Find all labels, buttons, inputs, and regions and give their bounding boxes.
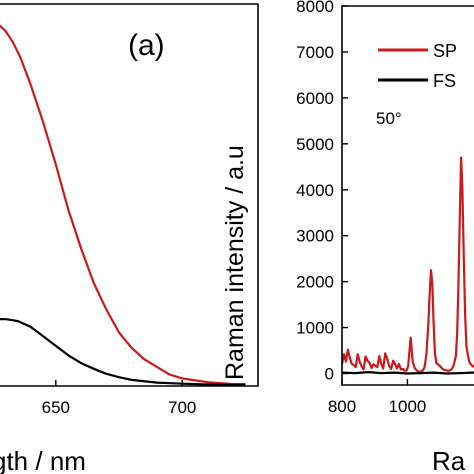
panel-b-y-tick-label: 5000: [296, 135, 334, 154]
panel-b-y-axis-label: Raman intensity / a.u: [221, 145, 249, 380]
panel-a-x-ticks: 650 700: [42, 380, 196, 417]
panel-b: Raman intensity / a.u Ra 50° SP FS 0 1000…: [221, 0, 474, 474]
panel-b-x-axis-label: Ra: [432, 446, 466, 474]
panel-b-legend: SP FS: [378, 41, 457, 91]
panel-b-x-tick-label: 1000: [389, 397, 427, 416]
panel-b-series-group: [340, 156, 474, 375]
panel-b-series-fs-line: [341, 371, 474, 375]
panel-b-y-tick-label: 4000: [296, 181, 334, 200]
panel-a-x-axis-label: gth / nm: [0, 446, 86, 474]
panel-b-axes-frame: [341, 5, 474, 386]
panel-b-annotation: 50°: [376, 109, 402, 128]
panel-a-x-tick-label: 700: [168, 398, 196, 417]
panel-a-series-2-line: [0, 318, 246, 386]
panel-b-y-tick-label: 8000: [296, 0, 334, 16]
panel-b-y-tick-label: 1000: [296, 319, 334, 338]
panel-b-y-tick-label: 2000: [296, 273, 334, 292]
panel-a-series-1-line: [0, 24, 246, 386]
panel-a-label: (a): [128, 29, 165, 62]
panel-b-y-tick-label: 0: [325, 365, 334, 384]
panel-b-y-tick-label: 7000: [296, 43, 334, 62]
panel-b-x-tick-label: 800: [328, 397, 356, 416]
panel-b-y-tick-label: 3000: [296, 227, 334, 246]
panel-b-series-sp-line: [340, 156, 474, 373]
panel-b-y-ticks: 0 1000 2000 3000 4000 5000 6000 7000 8000: [296, 0, 348, 384]
legend-label-sp: SP: [433, 41, 457, 61]
legend-label-fs: FS: [433, 71, 456, 91]
panel-a-axes-frame: [0, 3, 259, 387]
panel-b-y-tick-label: 6000: [296, 89, 334, 108]
panel-a-series-group: [0, 24, 246, 386]
panel-a: (a) gth / nm 650 700: [0, 3, 259, 474]
panel-a-x-tick-label: 650: [42, 398, 70, 417]
